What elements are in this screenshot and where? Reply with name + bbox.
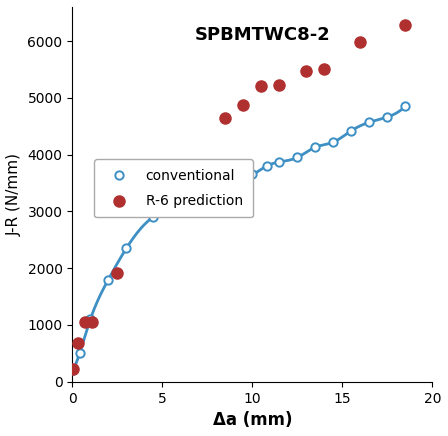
conventional xyxy=(232,179,237,184)
conventional xyxy=(264,164,269,169)
R-6 prediction xyxy=(89,319,96,326)
conventional xyxy=(214,181,219,186)
conventional xyxy=(196,189,201,194)
conventional xyxy=(178,203,183,208)
conventional xyxy=(385,115,390,120)
Text: SPBMTWC8-2: SPBMTWC8-2 xyxy=(195,26,331,44)
conventional xyxy=(349,128,354,133)
R-6 prediction xyxy=(303,67,310,74)
R-6 prediction xyxy=(276,82,283,89)
R-6 prediction xyxy=(258,83,265,90)
R-6 prediction xyxy=(357,39,364,46)
R-6 prediction xyxy=(222,114,229,121)
R-6 prediction xyxy=(321,66,328,73)
conventional xyxy=(250,172,255,177)
Legend: conventional, R-6 prediction: conventional, R-6 prediction xyxy=(95,159,253,218)
R-6 prediction xyxy=(150,208,157,215)
conventional xyxy=(331,140,336,145)
Y-axis label: J-R (N/mm): J-R (N/mm) xyxy=(7,153,22,236)
R-6 prediction xyxy=(82,319,89,326)
conventional xyxy=(295,155,300,160)
conventional xyxy=(276,160,282,165)
conventional xyxy=(313,145,318,150)
R-6 prediction xyxy=(69,365,77,372)
conventional xyxy=(70,368,76,373)
X-axis label: Δa (mm): Δa (mm) xyxy=(213,411,292,429)
conventional xyxy=(403,104,408,109)
R-6 prediction xyxy=(74,340,82,347)
conventional xyxy=(77,351,82,356)
conventional xyxy=(124,246,129,251)
conventional xyxy=(241,175,246,180)
R-6 prediction xyxy=(402,22,409,29)
conventional xyxy=(366,119,372,125)
R-6 prediction xyxy=(114,269,121,276)
conventional xyxy=(88,317,93,322)
conventional xyxy=(151,215,156,220)
R-6 prediction xyxy=(240,101,247,108)
Line: conventional: conventional xyxy=(69,102,409,375)
conventional xyxy=(106,277,111,282)
